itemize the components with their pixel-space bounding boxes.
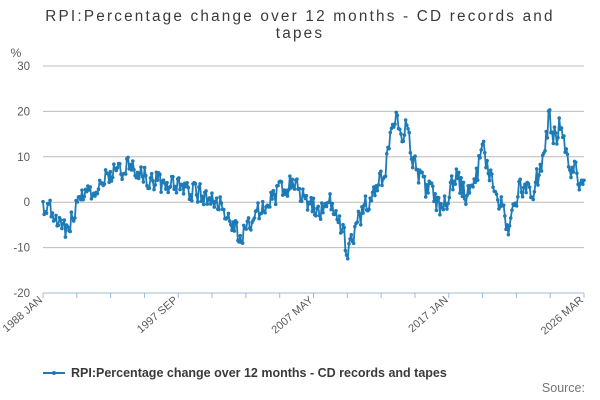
svg-text:10: 10 xyxy=(17,152,30,164)
svg-text:1997 SEP: 1997 SEP xyxy=(135,294,180,336)
svg-text:2017 JAN: 2017 JAN xyxy=(406,294,450,335)
svg-text:-10: -10 xyxy=(13,243,30,255)
svg-text:20: 20 xyxy=(17,106,30,118)
svg-text:1988 JAN: 1988 JAN xyxy=(1,294,45,335)
svg-text:2026 MAR: 2026 MAR xyxy=(539,294,586,337)
svg-text:2007 MAY: 2007 MAY xyxy=(269,294,316,337)
svg-text:-20: -20 xyxy=(13,288,30,300)
svg-text:%: % xyxy=(11,46,22,60)
svg-text:0: 0 xyxy=(24,197,30,209)
svg-text:30: 30 xyxy=(17,61,30,73)
